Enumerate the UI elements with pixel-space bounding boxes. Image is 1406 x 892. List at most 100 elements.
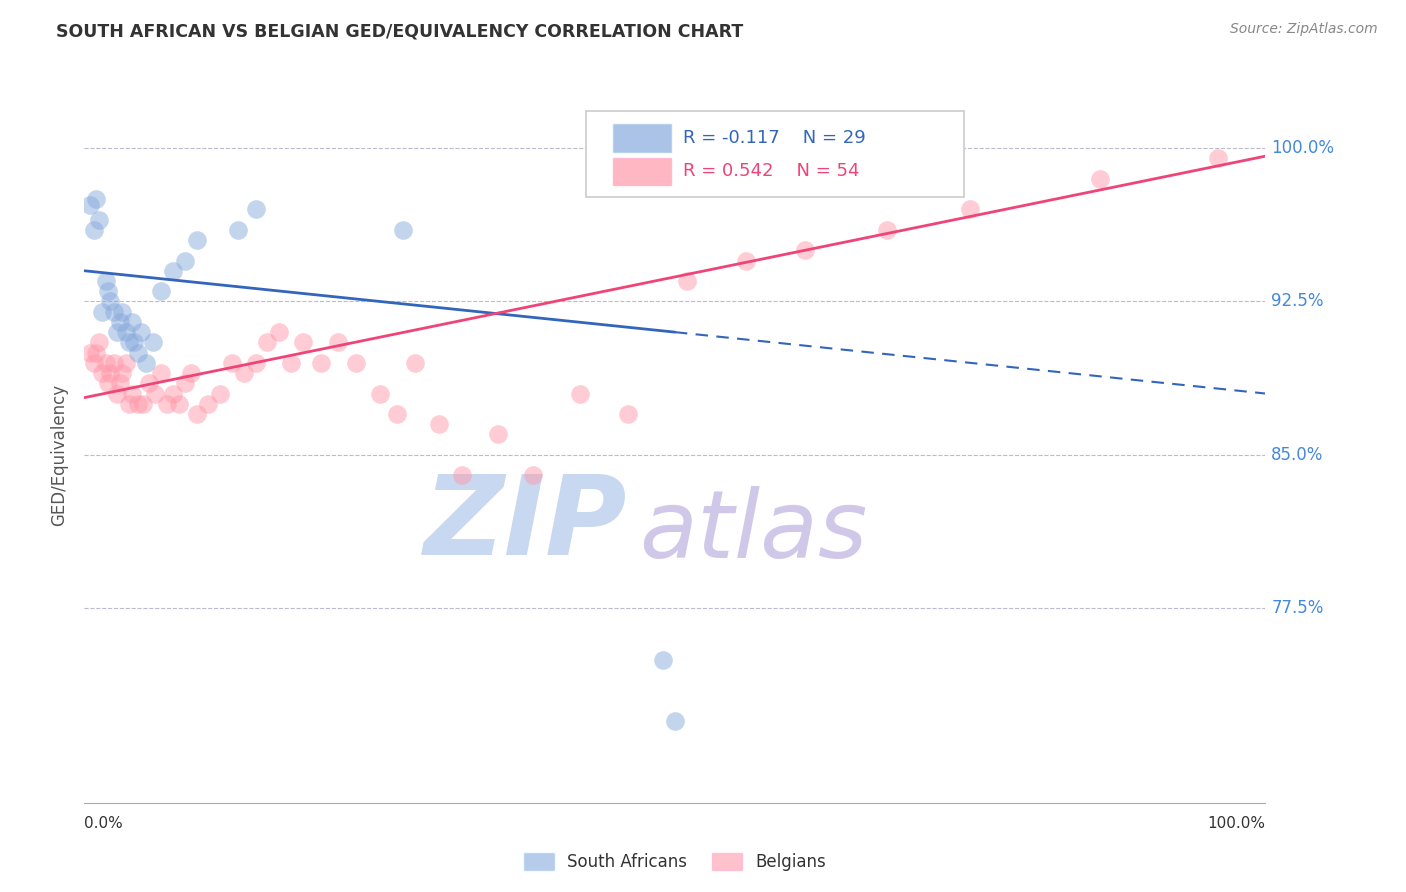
Text: atlas: atlas <box>640 486 868 577</box>
Text: 0.0%: 0.0% <box>84 816 124 831</box>
Point <box>280 356 302 370</box>
Point <box>84 345 107 359</box>
Point <box>118 335 141 350</box>
Point <box>98 294 121 309</box>
Point <box>734 253 756 268</box>
Point <box>427 417 450 432</box>
Point <box>108 376 131 391</box>
Point <box>167 397 190 411</box>
Point <box>98 366 121 380</box>
Text: R = 0.542    N = 54: R = 0.542 N = 54 <box>683 162 859 180</box>
FancyBboxPatch shape <box>613 158 671 185</box>
Point <box>162 264 184 278</box>
Point <box>245 356 267 370</box>
Point <box>675 274 697 288</box>
FancyBboxPatch shape <box>586 111 965 197</box>
Point <box>94 356 117 370</box>
Point <box>664 714 686 728</box>
Point <box>84 192 107 206</box>
Text: SOUTH AFRICAN VS BELGIAN GED/EQUIVALENCY CORRELATION CHART: SOUTH AFRICAN VS BELGIAN GED/EQUIVALENCY… <box>56 22 744 40</box>
Point <box>328 335 350 350</box>
Point <box>97 284 120 298</box>
Text: 77.5%: 77.5% <box>1271 599 1323 617</box>
Point <box>652 652 675 666</box>
Point <box>87 212 110 227</box>
Point <box>522 468 544 483</box>
Point <box>94 274 117 288</box>
Point <box>451 468 474 483</box>
Point <box>368 386 391 401</box>
Point <box>114 356 136 370</box>
Text: 85.0%: 85.0% <box>1271 446 1323 464</box>
Point <box>404 356 426 370</box>
Y-axis label: GED/Equivalency: GED/Equivalency <box>51 384 69 526</box>
Point <box>197 397 219 411</box>
Point <box>186 407 208 421</box>
Point <box>569 386 592 401</box>
Text: 100.0%: 100.0% <box>1208 816 1265 831</box>
Point <box>111 304 134 318</box>
Point <box>616 407 638 421</box>
Point <box>132 397 155 411</box>
Point <box>156 397 179 411</box>
Text: R = -0.117    N = 29: R = -0.117 N = 29 <box>683 128 866 146</box>
Point <box>150 366 173 380</box>
Point <box>959 202 981 217</box>
Point <box>180 366 202 380</box>
Point <box>344 356 367 370</box>
Point <box>162 386 184 401</box>
Point <box>291 335 314 350</box>
Point <box>91 304 114 318</box>
Point <box>221 356 243 370</box>
Text: ZIP: ZIP <box>425 471 627 578</box>
Point <box>118 397 141 411</box>
Point <box>127 345 149 359</box>
Point <box>114 325 136 339</box>
Point <box>486 427 509 442</box>
Point <box>91 366 114 380</box>
Legend: South Africans, Belgians: South Africans, Belgians <box>517 847 832 878</box>
Point <box>107 325 129 339</box>
Point <box>173 253 195 268</box>
Point <box>111 366 134 380</box>
Point <box>392 223 415 237</box>
Point <box>107 386 129 401</box>
Text: Source: ZipAtlas.com: Source: ZipAtlas.com <box>1230 22 1378 37</box>
Point <box>876 223 898 237</box>
Point <box>83 223 105 237</box>
Point <box>129 325 152 339</box>
Point <box>108 315 131 329</box>
Point <box>173 376 195 391</box>
Point <box>387 407 409 421</box>
Point <box>121 315 143 329</box>
Point <box>309 356 332 370</box>
FancyBboxPatch shape <box>613 124 671 152</box>
Point <box>1206 151 1229 165</box>
Point <box>138 376 160 391</box>
Text: 100.0%: 100.0% <box>1271 139 1334 157</box>
Point <box>209 386 232 401</box>
Point <box>79 345 101 359</box>
Point <box>143 386 166 401</box>
Point <box>226 223 249 237</box>
Point <box>103 304 125 318</box>
Text: 92.5%: 92.5% <box>1271 293 1324 310</box>
Point <box>127 397 149 411</box>
Point <box>256 335 278 350</box>
Point <box>122 335 145 350</box>
Point <box>245 202 267 217</box>
Point <box>135 356 157 370</box>
Point <box>83 356 105 370</box>
Point <box>1088 171 1111 186</box>
Point <box>103 356 125 370</box>
Point <box>121 386 143 401</box>
Point <box>232 366 254 380</box>
Point <box>142 335 165 350</box>
Point <box>150 284 173 298</box>
Point <box>97 376 120 391</box>
Point <box>79 198 101 212</box>
Point <box>87 335 110 350</box>
Point <box>186 233 208 247</box>
Point <box>269 325 291 339</box>
Point <box>793 244 815 258</box>
